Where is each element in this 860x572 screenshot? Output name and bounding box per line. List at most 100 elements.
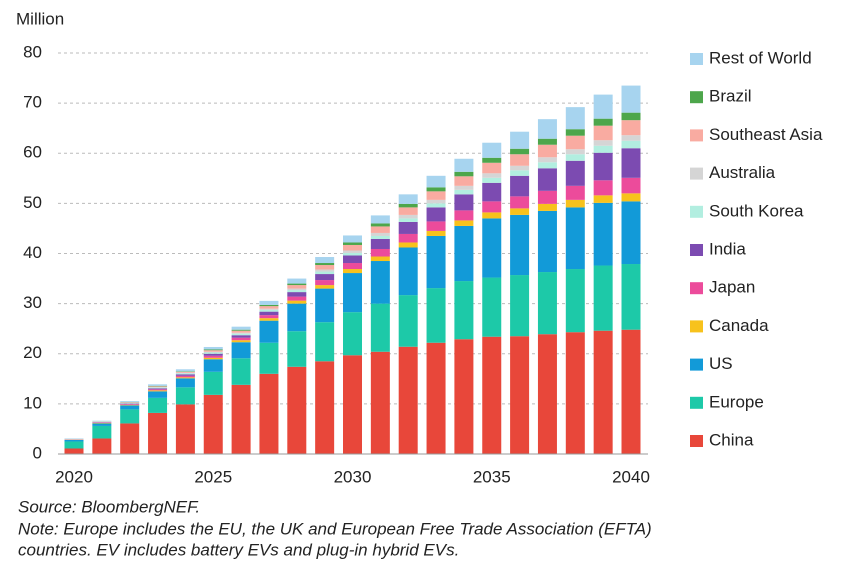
bar-segment bbox=[510, 148, 530, 155]
bar-segment bbox=[231, 335, 251, 338]
bar-segment bbox=[454, 158, 474, 172]
bar-segment bbox=[426, 288, 446, 343]
bar-segment bbox=[287, 285, 307, 289]
bar-segment bbox=[120, 402, 140, 403]
bar-segment bbox=[398, 247, 418, 296]
bar-segment bbox=[203, 355, 223, 358]
legend-label: Europe bbox=[709, 392, 764, 411]
bar-segment bbox=[370, 351, 390, 454]
bar-segment bbox=[120, 403, 140, 404]
bar-segment bbox=[370, 261, 390, 304]
bar-segment bbox=[343, 255, 362, 264]
bar-segment bbox=[621, 264, 641, 330]
legend-label: India bbox=[709, 239, 746, 258]
bar-segment bbox=[175, 378, 195, 388]
bar-segment bbox=[259, 342, 279, 374]
bar-segment bbox=[343, 355, 362, 454]
bar-segment bbox=[203, 349, 223, 351]
bar-segment bbox=[426, 235, 446, 289]
legend-swatch bbox=[690, 358, 703, 371]
bar-segment bbox=[537, 157, 557, 163]
note-line: countries. EV includes battery EVs and p… bbox=[18, 540, 459, 559]
bar-segment bbox=[537, 210, 557, 273]
bar-segment bbox=[510, 154, 530, 166]
bar-segment bbox=[231, 330, 251, 333]
bar-segment bbox=[565, 199, 585, 208]
bar-segment bbox=[203, 357, 223, 360]
bar-segment bbox=[259, 300, 279, 305]
bar-segment bbox=[148, 412, 168, 454]
bar-segment bbox=[175, 387, 195, 405]
bar-segment bbox=[370, 238, 390, 249]
bar-segment bbox=[148, 388, 168, 390]
bar-segment bbox=[343, 312, 362, 356]
bar-segment bbox=[510, 175, 530, 197]
bar-segment bbox=[510, 131, 530, 149]
bar-segment bbox=[231, 326, 251, 330]
bar-segment bbox=[398, 346, 418, 454]
x-tick-label: 2020 bbox=[55, 467, 93, 486]
bar-segment bbox=[203, 394, 223, 454]
bar-segment bbox=[315, 269, 335, 272]
bar-segment bbox=[426, 342, 446, 454]
bar-segment bbox=[92, 425, 112, 439]
bar-segment bbox=[621, 140, 641, 149]
bar-segment bbox=[370, 248, 390, 257]
bar-segment bbox=[593, 140, 613, 146]
bar-segment bbox=[510, 214, 530, 276]
bar-segment bbox=[482, 182, 502, 202]
bar-segment bbox=[259, 306, 279, 309]
bar-segment bbox=[482, 336, 502, 454]
bar-segment bbox=[398, 221, 418, 234]
bar-segment bbox=[510, 208, 530, 215]
bar-segment bbox=[203, 359, 223, 372]
bar-segment bbox=[621, 201, 641, 265]
y-tick-label: 0 bbox=[33, 443, 42, 462]
bar-segment bbox=[565, 107, 585, 130]
bar-segment bbox=[315, 257, 335, 264]
bar-segment bbox=[426, 187, 446, 192]
bar-segment bbox=[398, 194, 418, 204]
bar-segment bbox=[398, 295, 418, 347]
bar-segment bbox=[203, 371, 223, 395]
legend-label: South Korea bbox=[709, 201, 804, 220]
bar-segment bbox=[64, 441, 84, 449]
bar-segment bbox=[482, 277, 502, 337]
bar-segment bbox=[370, 303, 390, 352]
bar-segment bbox=[454, 176, 474, 186]
y-tick-label: 20 bbox=[23, 343, 42, 362]
bar-segment bbox=[231, 340, 251, 343]
bar-segment bbox=[287, 296, 307, 301]
bar-segment bbox=[287, 366, 307, 454]
bar-segment bbox=[537, 272, 557, 335]
bar-segment bbox=[398, 203, 418, 208]
source: Source: BloombergNEF. bbox=[18, 497, 200, 516]
bar-segment bbox=[315, 265, 335, 270]
bar-segment bbox=[287, 303, 307, 332]
bar-segment bbox=[398, 214, 418, 219]
bar-segment bbox=[315, 288, 335, 323]
bar-segment bbox=[231, 329, 251, 331]
bar-segment bbox=[175, 371, 195, 372]
bar-segment bbox=[370, 256, 390, 262]
legend-label: Canada bbox=[709, 316, 769, 335]
bar-segment bbox=[287, 283, 307, 286]
bar-segment bbox=[565, 207, 585, 270]
bar-segment bbox=[315, 322, 335, 362]
bar-segment bbox=[426, 175, 446, 188]
bar-segment bbox=[259, 320, 279, 343]
bar-segment bbox=[621, 85, 641, 113]
bar-segment bbox=[454, 339, 474, 454]
bar-segment bbox=[287, 290, 307, 293]
bar-segment bbox=[287, 331, 307, 367]
bar-segment bbox=[315, 285, 335, 289]
bar-segment bbox=[454, 185, 474, 190]
bar-segment bbox=[565, 185, 585, 200]
bar-segment bbox=[426, 221, 446, 231]
bar-segment bbox=[482, 173, 502, 178]
note-line: Note: Europe includes the EU, the UK and… bbox=[18, 519, 652, 538]
bar-segment bbox=[64, 439, 84, 442]
bar-segment bbox=[203, 351, 223, 353]
bar-segment bbox=[593, 145, 613, 153]
bar-segment bbox=[593, 180, 613, 196]
